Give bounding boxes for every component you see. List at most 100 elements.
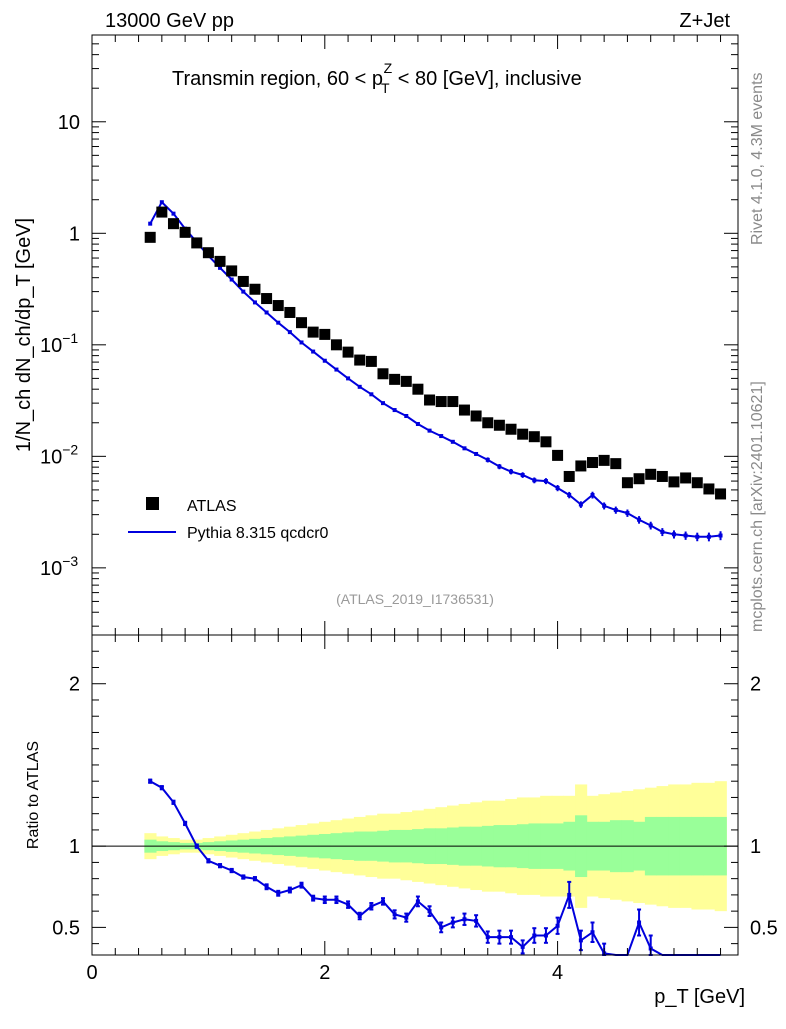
atlas-point <box>226 265 238 277</box>
pythia-point <box>276 320 281 325</box>
atlas-point <box>191 237 203 249</box>
atlas-point <box>284 306 296 318</box>
legend-label-pythia: Pythia 8.315 qcdcr0 <box>187 525 329 542</box>
pythia-point <box>322 358 327 363</box>
pythia-point <box>287 330 292 335</box>
atlas-point <box>691 477 703 489</box>
pythia-point <box>462 446 467 451</box>
atlas-point <box>505 423 517 435</box>
ratio-y-tick-label: 2 <box>69 674 80 696</box>
pythia-point <box>427 428 432 433</box>
main-panel: 10−3 10−2 10−1 1 10 <box>40 34 739 636</box>
pythia-point <box>264 310 269 315</box>
atlas-series-points <box>144 206 727 500</box>
atlas-point <box>144 231 156 243</box>
atlas-point <box>435 396 447 408</box>
atlas-point <box>447 396 459 408</box>
ratio-panel: 0.5 0.5 1 1 2 2 0 2 4 <box>52 634 778 984</box>
y-axis-label: 1/N_ch dN_ch/dp_T [GeV] <box>13 218 35 452</box>
main-y-ticks: 10−3 10−2 10−1 1 10 <box>40 34 738 627</box>
atlas-point <box>598 454 610 466</box>
atlas-point <box>307 326 319 338</box>
atlas-point <box>342 346 354 358</box>
pythia-point <box>218 265 223 270</box>
atlas-point <box>621 477 633 489</box>
atlas-point <box>645 468 657 480</box>
title-sup: Z <box>384 60 393 76</box>
ratio-y-tick-label-right: 0.5 <box>750 917 778 939</box>
ratio-y-axis-label: Ratio to ATLAS <box>25 741 42 849</box>
pythia-series-points <box>148 200 723 542</box>
atlas-point <box>261 293 273 305</box>
x-tick-label: 0 <box>86 962 97 984</box>
atlas-point <box>319 328 331 340</box>
atlas-point <box>656 470 668 482</box>
atlas-point <box>528 431 540 443</box>
pythia-point <box>346 376 351 381</box>
atlas-point <box>237 275 249 287</box>
pythia-point <box>159 200 164 205</box>
pythia-point <box>241 289 246 294</box>
atlas-point <box>365 355 377 367</box>
pythia-point <box>299 340 304 345</box>
atlas-point <box>354 354 366 366</box>
pythia-point <box>229 277 234 282</box>
chart-title: Transmin region, 60 < pTZ < 80 [GeV], in… <box>172 60 582 96</box>
atlas-point <box>296 317 308 329</box>
atlas-point <box>202 247 214 259</box>
legend-marker-atlas <box>146 497 159 510</box>
atlas-point <box>249 283 261 295</box>
pythia-point <box>252 300 257 305</box>
title-sub: T <box>381 80 390 96</box>
atlas-point <box>377 368 389 380</box>
legend-label-atlas: ATLAS <box>187 498 237 515</box>
legend: ATLAS Pythia 8.315 qcdcr0 <box>128 497 329 542</box>
atlas-point <box>552 449 564 461</box>
atlas-point <box>330 339 342 351</box>
y-tick-label: 10 <box>58 112 80 134</box>
pythia-series-line <box>149 200 721 538</box>
atlas-point <box>610 458 622 470</box>
pythia-point <box>148 221 153 226</box>
pythia-point <box>474 451 479 456</box>
analysis-tag: (ATLAS_2019_I1736531) <box>336 591 494 607</box>
y-tick-label: 10−2 <box>40 441 78 468</box>
title-main: Transmin region, 60 < p <box>172 68 383 90</box>
atlas-point <box>156 206 168 218</box>
x-tick-label: 4 <box>552 962 563 984</box>
atlas-point <box>493 419 505 431</box>
atlas-point <box>517 428 529 440</box>
mcplots-label: mcplots.cern.ch [arXiv:2401.10621] <box>749 381 766 632</box>
pythia-point <box>369 392 374 397</box>
pythia-point <box>439 434 444 439</box>
atlas-point <box>703 483 715 495</box>
ratio-y-tick-label: 1 <box>69 836 80 858</box>
ratio-y-tick-label-right: 2 <box>750 674 761 696</box>
y-tick-label: 1 <box>69 223 80 245</box>
pythia-point <box>450 439 455 444</box>
ratio-y-tick-label-right: 1 <box>750 836 761 858</box>
atlas-point <box>272 300 284 312</box>
pythia-point <box>334 367 339 372</box>
x-tick-label: 2 <box>319 962 330 984</box>
ratio-x-ticks: 0 2 4 <box>86 635 722 984</box>
rivet-label: Rivet 4.1.0, 4.3M events <box>749 72 766 245</box>
atlas-point <box>715 488 727 500</box>
main-frame <box>91 34 739 636</box>
pythia-point <box>357 384 362 389</box>
title-rest: < 80 [GeV], inclusive <box>392 68 582 90</box>
atlas-point <box>575 460 587 472</box>
atlas-point <box>587 457 599 469</box>
pythia-point <box>415 421 420 426</box>
atlas-point <box>389 373 401 385</box>
atlas-point <box>633 473 645 485</box>
y-tick-label: 10−1 <box>40 330 78 357</box>
atlas-point <box>482 417 494 429</box>
beam-label: 13000 GeV pp <box>105 10 234 32</box>
process-label: Z+Jet <box>679 10 730 32</box>
atlas-point <box>400 375 412 387</box>
atlas-point <box>563 470 575 482</box>
atlas-point <box>412 383 424 395</box>
